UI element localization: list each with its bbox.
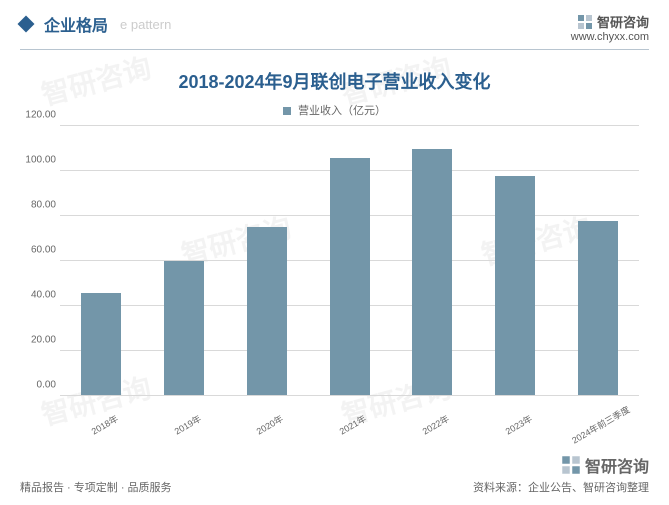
bar: [412, 149, 452, 397]
x-tick-label: 2018年: [66, 398, 144, 451]
bar-slot: [391, 126, 474, 396]
bar: [495, 176, 535, 397]
bar-slot: [556, 126, 639, 396]
x-axis-line: [60, 395, 639, 396]
y-tick-label: 100.00: [25, 155, 56, 166]
bar-slot: [308, 126, 391, 396]
brand-logo-icon: [577, 14, 593, 30]
x-axis-labels: 2018年2019年2020年2021年2022年2023年2024年前三季度: [60, 413, 639, 426]
footer-left-text: 精品报告 · 专项定制 · 品质服务: [20, 479, 172, 495]
bar-slot: [143, 126, 226, 396]
footer: 精品报告 · 专项定制 · 品质服务 智研咨询 资料来源：企业公告、智研咨询整理: [20, 453, 649, 495]
footer-brand-logo-icon: [561, 455, 581, 475]
chart-legend: 营业收入（亿元）: [0, 102, 669, 118]
brand-name: 智研咨询: [597, 12, 649, 31]
bars-container: [60, 126, 639, 396]
bar: [164, 261, 204, 396]
bar: [330, 158, 370, 397]
bar: [247, 227, 287, 396]
x-tick-label: 2022年: [396, 398, 474, 451]
bar-slot: [225, 126, 308, 396]
y-axis: 0.0020.0040.0060.0080.00100.00120.00: [15, 126, 60, 396]
y-tick-label: 120.00: [25, 110, 56, 121]
x-tick-label: 2019年: [148, 398, 226, 451]
brand-url: www.chyxx.com: [571, 31, 649, 43]
footer-brand-name: 智研咨询: [585, 453, 649, 477]
bar-slot: [474, 126, 557, 396]
legend-label: 营业收入（亿元）: [298, 105, 386, 117]
bar-slot: [60, 126, 143, 396]
header-divider: [20, 49, 649, 50]
x-tick-label: 2024年前三季度: [562, 398, 640, 451]
y-tick-label: 0.00: [37, 380, 56, 391]
diamond-icon: [18, 16, 35, 33]
bar: [81, 293, 121, 397]
section-title: 企业格局: [44, 12, 108, 36]
legend-marker: [283, 107, 291, 115]
x-tick-label: 2023年: [479, 398, 557, 451]
x-tick-label: 2020年: [231, 398, 309, 451]
bar: [578, 221, 618, 397]
header-left: 企业格局 e pattern: [20, 12, 171, 36]
header-right: 智研咨询 www.chyxx.com: [571, 12, 649, 43]
chart-title: 2018-2024年9月联创电子营业收入变化: [0, 68, 669, 94]
header: 企业格局 e pattern 智研咨询 www.chyxx.com: [0, 0, 669, 43]
plot-area: [60, 126, 639, 396]
chart-area: 0.0020.0040.0060.0080.00100.00120.00 201…: [60, 126, 639, 416]
y-tick-label: 40.00: [31, 290, 56, 301]
y-tick-label: 60.00: [31, 245, 56, 256]
section-subtitle: e pattern: [120, 17, 171, 32]
footer-source-text: 资料来源：企业公告、智研咨询整理: [473, 479, 649, 495]
y-tick-label: 80.00: [31, 200, 56, 211]
y-tick-label: 20.00: [31, 335, 56, 346]
x-tick-label: 2021年: [314, 398, 392, 451]
